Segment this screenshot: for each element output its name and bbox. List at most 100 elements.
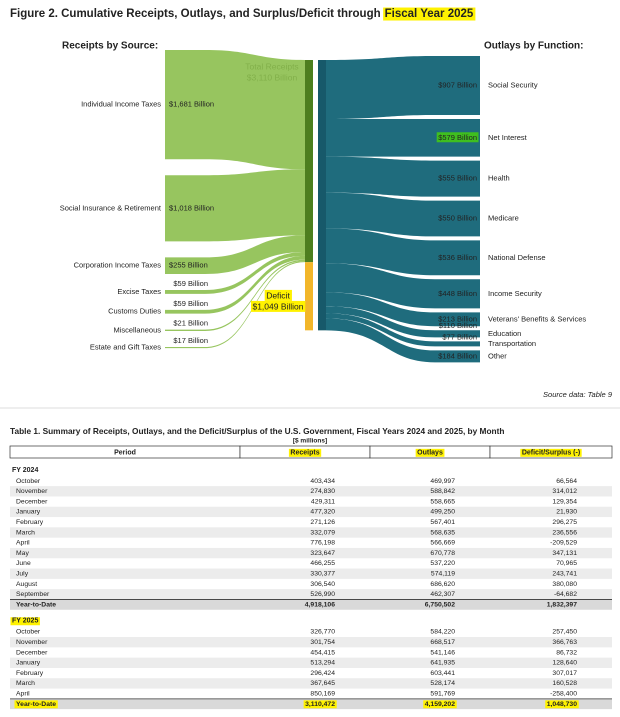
- cell-value: 526,990: [310, 591, 335, 598]
- row-label: March: [16, 680, 35, 687]
- highlight: [415, 448, 445, 457]
- row-shade: [10, 527, 612, 538]
- receipt-name: Customs Duties: [108, 307, 161, 316]
- cell-value: 603,441: [430, 670, 455, 677]
- outlay-flow: [326, 192, 480, 237]
- row-shade: [10, 637, 612, 648]
- receipt-amount: $59 Billion: [173, 299, 208, 308]
- cell-value: 257,450: [552, 629, 577, 636]
- row-shade: [10, 547, 612, 559]
- highlight: [10, 617, 40, 626]
- outlay-amount: $536 Billion: [438, 253, 477, 262]
- row-label: October: [16, 629, 41, 636]
- cell-value: 86,732: [556, 649, 577, 656]
- receipt-name: Excise Taxes: [117, 287, 161, 296]
- receipts-heading: Receipts by Source:: [62, 41, 158, 52]
- outlay-name: National Defense: [488, 253, 546, 262]
- receipt-flow: [165, 252, 305, 294]
- cell-value: 330,377: [310, 570, 335, 577]
- total-receipts-bar: [305, 60, 313, 263]
- outlay-flow: [326, 118, 480, 157]
- cell-value: 332,079: [310, 529, 335, 536]
- receipt-amount: $59 Billion: [173, 279, 208, 288]
- cell-value: 128,640: [552, 660, 577, 667]
- outlay-flow: [326, 56, 480, 119]
- outlay-flow: [326, 313, 480, 347]
- highlight: [436, 132, 479, 143]
- outlay-flow: [326, 306, 480, 338]
- cell-value: 670,778: [430, 550, 455, 557]
- outlay-amount: $907 Billion: [438, 80, 477, 89]
- outlay-flow: [326, 292, 480, 327]
- receipt-flow: [165, 169, 305, 242]
- row-label: October: [16, 478, 41, 485]
- highlight: [520, 448, 582, 457]
- row-shade: [10, 506, 612, 518]
- receipt-name: Miscellaneous: [113, 325, 161, 334]
- receipt-flow: [165, 50, 305, 170]
- highlight: [264, 289, 292, 301]
- cell-value: 380,080: [552, 581, 577, 588]
- column-header: Period: [114, 449, 136, 456]
- receipt-flow: [165, 235, 305, 275]
- cell-value: 66,564: [556, 478, 577, 485]
- row-label: January: [16, 660, 41, 667]
- cell-value: 347,131: [552, 550, 577, 557]
- receipt-amount: $1,681 Billion: [169, 100, 214, 109]
- cell-value: 296,424: [310, 670, 335, 677]
- outlay-name: Social Security: [488, 80, 538, 89]
- cell-value: 3,110,472: [305, 701, 335, 708]
- cell-value: 271,126: [310, 519, 335, 526]
- outlay-name: Net Interest: [488, 133, 528, 142]
- receipt-amount: $17 Billion: [173, 336, 208, 345]
- row-label: April: [16, 690, 30, 697]
- cell-value: 70,965: [556, 560, 577, 567]
- total-outlays-bar: [318, 60, 326, 331]
- cell-value: 567,401: [430, 519, 455, 526]
- cell-value: 4,159,202: [425, 701, 455, 708]
- cell-value: 537,220: [430, 560, 455, 567]
- table-title: Table 1. Summary of Receipts, Outlays, a…: [10, 426, 504, 436]
- table-unit: [$ millions]: [293, 438, 327, 445]
- section-label: FY 2025: [12, 618, 38, 625]
- cell-value: 6,750,502: [425, 601, 455, 608]
- cell-value: 314,012: [552, 488, 577, 495]
- highlight: [303, 700, 337, 709]
- row-label: August: [16, 581, 37, 588]
- receipt-amount: $255 Billion: [169, 261, 208, 270]
- cell-value: 513,294: [310, 660, 335, 667]
- outlay-flow: [326, 263, 480, 309]
- cell-value: 591,769: [430, 690, 455, 697]
- row-shade: [10, 678, 612, 689]
- cell-value: 466,255: [310, 560, 335, 567]
- figure-title: Figure 2. Cumulative Receipts, Outlays, …: [10, 8, 381, 20]
- row-label: February: [16, 670, 44, 677]
- row-label: September: [16, 591, 50, 598]
- column-header: Deficit/Surplus (-): [522, 449, 580, 456]
- cell-value: 566,669: [430, 540, 455, 547]
- column-header: Outlays: [417, 449, 443, 456]
- outlay-amount: $213 Billion: [438, 314, 477, 323]
- row-label: Year-to-Date: [16, 601, 56, 608]
- cell-value: 776,198: [310, 540, 335, 547]
- cell-value: 477,320: [310, 509, 335, 516]
- cell-value: 366,763: [552, 639, 577, 646]
- cell-value: 160,528: [552, 680, 577, 687]
- outlay-name: Health: [488, 174, 510, 183]
- receipt-name: Social Insurance & Retirement: [60, 203, 162, 212]
- cell-value: 243,741: [552, 570, 577, 577]
- outlay-name: Income Security: [488, 289, 542, 298]
- outlay-amount: $77 Billion: [442, 332, 477, 341]
- cell-value: 296,275: [552, 519, 577, 526]
- outlay-name: Transportation: [488, 339, 536, 348]
- cell-value: 1,048,730: [547, 701, 577, 708]
- cell-value: 574,119: [431, 570, 455, 577]
- highlight: [383, 7, 476, 21]
- row-label: December: [16, 649, 48, 656]
- highlight: [14, 700, 58, 709]
- cell-value: 306,540: [310, 581, 335, 588]
- deficit-amount: $1,049 Billion: [252, 301, 303, 311]
- cell-value: 129,354: [552, 498, 577, 505]
- outlay-name: Medicare: [488, 214, 519, 223]
- outlay-flow: [326, 318, 480, 363]
